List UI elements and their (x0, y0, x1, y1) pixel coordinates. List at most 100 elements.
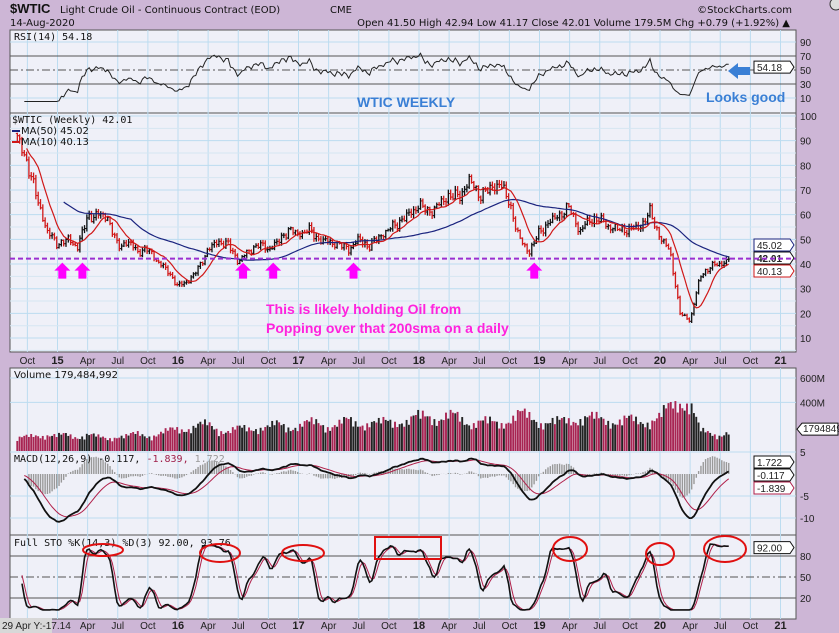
volume-bar (614, 424, 617, 451)
volume-bar (660, 416, 663, 451)
volume-bar (255, 429, 257, 451)
crosshair-tooltip (0, 618, 52, 633)
volume-bar (192, 425, 195, 451)
volume-bar (292, 429, 294, 451)
volume-bar (391, 427, 394, 451)
volume-bar (224, 432, 227, 451)
volume-bar (104, 437, 107, 451)
rsi-tick-label: 50 (800, 66, 812, 77)
sto-k-line (21, 543, 729, 611)
volume-bar (537, 427, 540, 451)
volume-bar (336, 426, 339, 451)
x-tick-label-bottom: 17 (292, 620, 304, 632)
x-tick-label-bottom: Apr (682, 621, 698, 632)
x-tick-label: Jul (593, 356, 606, 367)
volume-bar (611, 423, 614, 451)
volume-bar (34, 435, 37, 451)
x-tick-label-bottom: Jul (111, 621, 124, 632)
volume-bar (366, 423, 369, 451)
volume-bar (683, 410, 686, 451)
crosshair-tooltip-text: 29 Apr Y:-17.14 (2, 621, 71, 632)
volume-bar (373, 421, 376, 451)
volume-bar (176, 427, 179, 451)
volume-bar (509, 423, 512, 451)
volume-bar (350, 417, 352, 451)
volume-bar (530, 420, 533, 451)
volume-bar (720, 436, 723, 451)
volume-tick-label: 400M (800, 398, 825, 409)
volume-bar (546, 423, 549, 451)
pink-up-arrow-icon (345, 262, 362, 279)
volume-bar (222, 434, 225, 451)
volume-bar (727, 434, 730, 451)
volume-bar (593, 418, 596, 451)
volume-bar (111, 441, 114, 451)
volume-bar (711, 435, 714, 451)
volume-bar (401, 423, 403, 451)
pink-up-arrow-icon (265, 262, 282, 279)
stochastic-tick-label: 50 (800, 573, 812, 584)
volume-bar (18, 436, 21, 451)
ma10-line (26, 148, 729, 309)
volume-bar (549, 422, 552, 451)
macd-line (23, 457, 730, 523)
volume-bar (514, 420, 517, 451)
macd-tick-label: -5 (800, 492, 809, 503)
stochastic-tick-label: 20 (800, 594, 812, 605)
x-tick-label-bottom: 16 (172, 620, 184, 632)
volume-bar (92, 433, 95, 451)
stochastic-tick-label: 80 (800, 552, 812, 563)
volume-bar (187, 429, 190, 451)
volume-bar (679, 403, 681, 451)
x-tick-label-bottom: Apr (80, 621, 96, 632)
volume-bar (713, 434, 716, 451)
macd-legend: MACD(12,26,9) -0.117, -1.839, 1.722 (14, 454, 225, 465)
volume-bar (183, 431, 186, 451)
x-tick-label: Apr (562, 356, 578, 367)
volume-bar (458, 421, 461, 451)
highlight-circle (199, 543, 241, 563)
volume-bar (600, 417, 603, 451)
volume-bar (435, 425, 438, 451)
volume-bar (607, 420, 610, 451)
volume-bar (440, 419, 443, 451)
volume-bar (81, 436, 84, 451)
volume-bar (424, 416, 427, 451)
volume-bar (468, 425, 471, 451)
volume-bar (210, 426, 213, 451)
volume-bar (143, 436, 146, 451)
volume-bar (688, 414, 691, 451)
volume-bar (384, 419, 387, 451)
volume-bar (553, 424, 556, 451)
volume-bar (315, 419, 318, 451)
macd-signal-tag-text: -1.839 (757, 484, 786, 495)
volume-bar (141, 434, 144, 451)
volume-bar (572, 421, 575, 451)
volume-bar (558, 419, 561, 451)
volume-bar (521, 410, 524, 451)
volume-bar (352, 426, 355, 451)
x-tick-label: Jul (232, 356, 245, 367)
x-tick-label: Oct (622, 356, 638, 367)
volume-bar (97, 434, 100, 451)
volume-bar (482, 420, 485, 451)
volume-bar (389, 419, 392, 451)
volume-bar (115, 438, 118, 451)
price-tick-label: 30 (800, 285, 812, 296)
x-tick-label-bottom: Apr (562, 621, 578, 632)
volume-bar (201, 424, 204, 451)
x-tick-label: Oct (140, 356, 156, 367)
volume-bar (299, 423, 301, 451)
volume-bar (95, 436, 98, 451)
volume-bar (180, 429, 183, 451)
rsi-value-tag-text: 54.18 (757, 63, 782, 74)
x-tick-label-bottom: Apr (321, 621, 337, 632)
corner-icon[interactable] (829, 0, 839, 11)
volume-bar (20, 437, 23, 451)
volume-bar (157, 434, 160, 451)
macd-signal-tag: -1.839 (753, 481, 795, 495)
volume-bar (127, 435, 130, 451)
x-tick-label: 16 (172, 355, 184, 367)
x-tick-label: Jul (473, 356, 486, 367)
